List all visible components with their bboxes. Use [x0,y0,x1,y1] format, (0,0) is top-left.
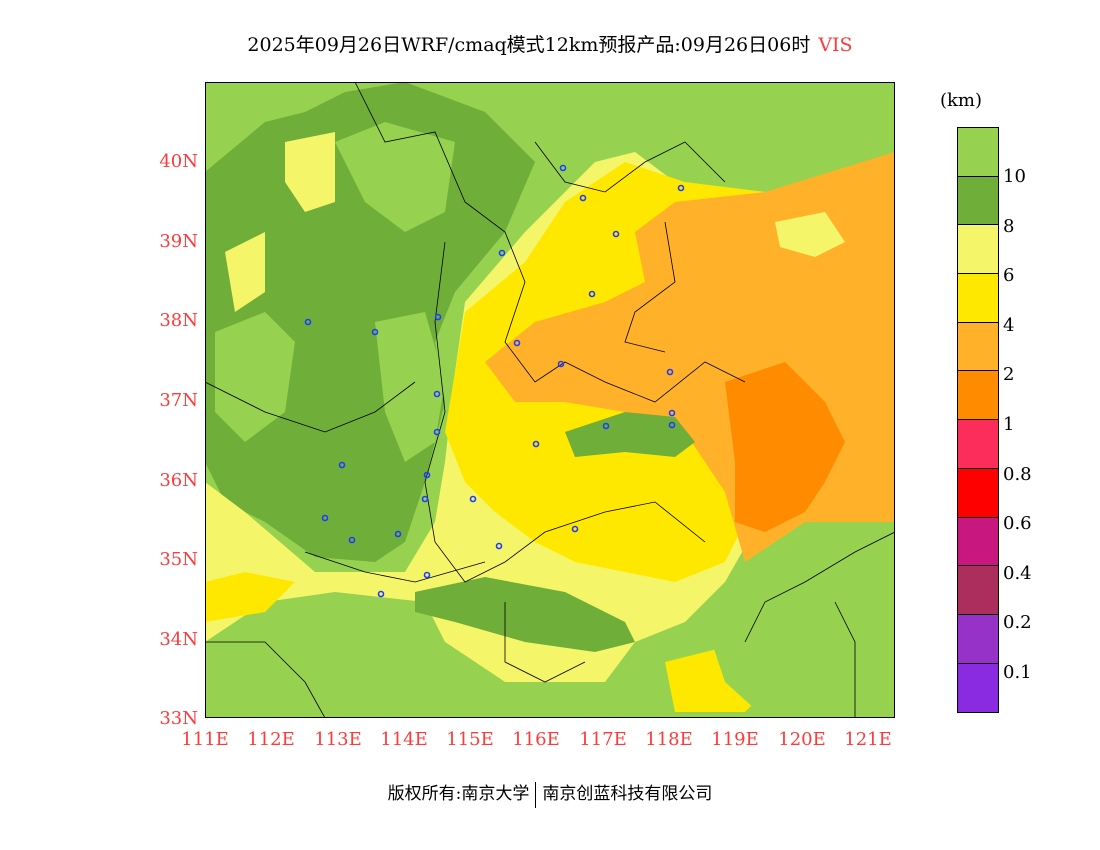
city-marker [612,230,620,238]
pale-yellow-patch [775,212,845,257]
city-marker [602,422,610,430]
colorbar-swatch [958,371,998,421]
colorbar-label: 0.4 [1003,562,1032,584]
lon-label: 116E [512,729,560,750]
figure-title: 2025年09月26日WRF/cmaq模式12km预报产品:09月26日06时 V… [0,30,1100,57]
city-marker [469,495,477,503]
colorbar-swatch [958,663,998,713]
colorbar-swatch [958,274,998,323]
city-marker [338,461,346,469]
city-marker [495,542,503,550]
colorbar-label: 1 [1003,414,1015,435]
green-south [415,577,635,652]
colorbar-swatch [958,566,998,615]
lon-label: 119E [711,729,759,750]
city-marker [571,525,579,533]
lat-label: 33N [159,708,198,729]
city-marker [559,164,567,172]
colorbar-swatch [958,614,998,664]
variable-label: VIS [818,34,853,56]
city-marker [579,194,587,202]
colorbar-swatch [958,468,998,518]
lat-label: 40N [159,151,198,172]
dark-green-west [205,82,535,562]
lon-label: 111E [181,729,229,750]
city-marker [423,571,431,579]
city-marker [421,495,429,503]
city-marker [557,360,565,368]
city-marker [394,530,402,538]
lon-label: 112E [247,729,295,750]
colorbar-label: 6 [1003,265,1015,287]
city-marker [666,368,674,376]
city-marker [348,536,356,544]
lat-label: 34N [159,629,198,650]
lon-label: 118E [645,729,693,750]
colorbar [957,127,999,714]
city-marker [668,421,676,429]
lat-label: 38N [159,310,198,331]
lat-label: 37N [159,390,198,411]
colorbar-swatch [958,517,998,567]
colorbar-unit: (km) [940,90,983,111]
colorbar-label: 4 [1003,314,1015,336]
green-southwest [205,602,605,718]
lon-label: 120E [778,729,826,750]
colorbar-swatch [958,322,998,372]
light-green-west [215,122,455,462]
city-marker [434,313,442,321]
city-marker [371,328,379,336]
colorbar-label: 2 [1003,364,1015,386]
footer-divider [535,781,537,808]
colorbar-label: 8 [1003,215,1015,237]
colorbar-label: 0.8 [1003,463,1032,485]
copyright-footer: 版权所有:南京大学 南京创蓝科技有限公司 [0,779,1100,808]
city-marker [588,290,596,298]
province-boundaries [205,82,895,718]
lon-label: 121E [844,729,892,750]
colorbar-swatch [958,225,998,275]
city-marker [532,440,540,448]
pale-yellow-north [225,132,335,312]
lon-label: 113E [314,729,362,750]
dark-green-middle [565,412,695,457]
title-text: 2025年09月26日WRF/cmaq模式12km预报产品:09月26日06时 [247,34,811,56]
city-marker [377,590,385,598]
city-marker [433,428,441,436]
colorbar-swatch [958,176,998,226]
colorbar-label: 0.6 [1003,513,1032,535]
city-marker [668,409,676,417]
lat-label: 39N [159,231,198,252]
colorbar-label: 0.2 [1003,612,1032,634]
colorbar-label: 0.1 [1003,662,1032,683]
lat-label: 35N [159,549,198,570]
orange-area [725,362,845,532]
colorbar-swatch [958,128,998,177]
yellow-south [205,572,775,712]
city-marker [423,471,431,479]
lon-label: 117E [579,729,627,750]
city-marker [321,514,329,522]
colorbar-swatch [958,420,998,469]
lat-label: 36N [159,470,198,491]
city-markers [304,164,685,598]
lon-label: 114E [380,729,428,750]
colorbar-label: 10 [1003,166,1026,187]
city-marker [513,339,521,347]
city-marker [304,318,312,326]
footer-left: 版权所有:南京大学 [387,784,530,804]
city-marker [498,249,506,257]
footer-right: 南京创蓝科技有限公司 [542,784,713,804]
city-marker [433,390,441,398]
green-southeast [705,522,895,718]
city-marker [677,184,685,192]
visibility-map [205,82,895,718]
lon-label: 115E [446,729,494,750]
